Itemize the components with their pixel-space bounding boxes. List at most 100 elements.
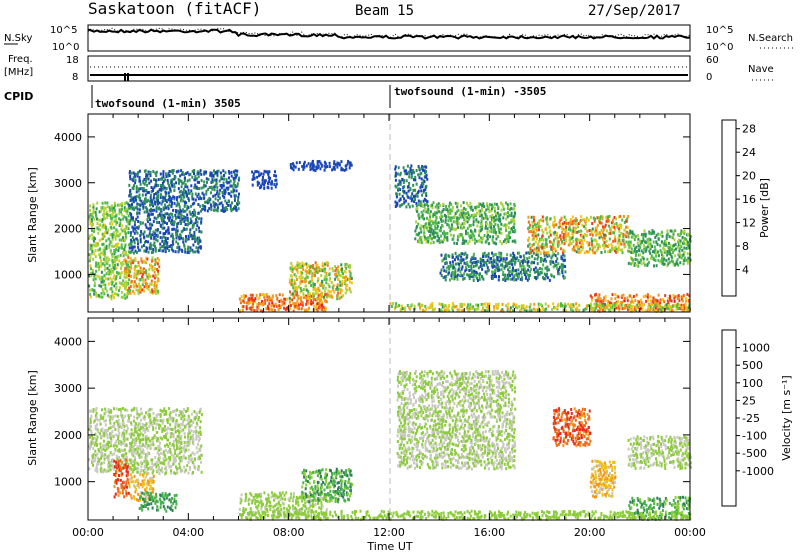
heatmap-cell [561, 240, 563, 243]
heatmap-cell [101, 408, 103, 411]
heatmap-cell [298, 266, 300, 269]
heatmap-cell [685, 306, 687, 309]
heatmap-cell [457, 226, 459, 229]
heatmap-cell [263, 294, 265, 297]
heatmap-cell [118, 272, 120, 275]
heatmap-cell [510, 278, 512, 281]
heatmap-cell [475, 271, 477, 274]
heatmap-cell [127, 210, 129, 213]
heatmap-cell [586, 217, 588, 220]
heatmap-cell [474, 213, 476, 216]
heatmap-cell [123, 254, 125, 257]
heatmap-cell [164, 221, 166, 224]
heatmap-cell [136, 270, 138, 273]
heatmap-cell [677, 303, 679, 306]
heatmap-cell [554, 247, 556, 250]
heatmap-cell [487, 259, 489, 262]
heatmap-cell [630, 309, 632, 312]
heatmap-cell [594, 251, 596, 254]
heatmap-cell [469, 277, 471, 280]
heatmap-cell [528, 256, 530, 259]
heatmap-cell [124, 408, 126, 411]
heatmap-cell [524, 260, 526, 263]
heatmap-cell [93, 408, 95, 411]
heatmap-cell [198, 217, 200, 220]
heatmap-cell [531, 216, 533, 219]
heatmap-cell [578, 304, 580, 307]
heatmap-cell [223, 174, 225, 177]
heatmap-cell [564, 216, 566, 219]
heatmap-cell [294, 279, 296, 282]
heatmap-cell [305, 285, 307, 288]
heatmap-cell [96, 207, 98, 210]
heatmap-cell [671, 230, 673, 233]
heatmap-cell [112, 271, 114, 274]
heatmap-cell [411, 192, 413, 195]
heatmap-cell [451, 216, 453, 219]
heatmap-cell [635, 246, 637, 249]
heatmap-cell [128, 420, 130, 423]
heatmap-cell [391, 305, 393, 308]
heatmap-cell [486, 264, 488, 267]
heatmap-cell [289, 297, 291, 300]
heatmap-cell [618, 239, 620, 242]
heatmap-cell [528, 221, 530, 224]
heatmap-cell [325, 166, 327, 169]
heatmap-cell [498, 278, 500, 281]
heatmap-cell [454, 258, 456, 261]
freq-frame [88, 56, 690, 81]
heatmap-cell [441, 215, 443, 218]
heatmap-cell [526, 257, 528, 260]
heatmap-cell [546, 232, 548, 235]
heatmap-cell [331, 295, 333, 298]
heatmap-cell [132, 179, 134, 182]
heatmap-cell [110, 451, 112, 454]
heatmap-cell [440, 309, 442, 312]
heatmap-cell [136, 206, 138, 209]
heatmap-cell [155, 275, 157, 278]
heatmap-cell [648, 303, 650, 306]
heatmap-cell [479, 213, 481, 216]
cpid-row: CPID twofsound (1-min) 3505 twofsound (1… [4, 85, 546, 110]
heatmap-cell [317, 287, 319, 290]
heatmap-cell [291, 279, 293, 282]
heatmap-cell [589, 247, 591, 250]
heatmap-cell [267, 307, 269, 310]
heatmap-cell [436, 211, 438, 214]
heatmap-cell [487, 234, 489, 237]
heatmap-cell [398, 187, 400, 190]
heatmap-cell [194, 250, 196, 253]
heatmap-cell [182, 208, 184, 211]
heatmap-cell [426, 226, 428, 229]
heatmap-cell [106, 202, 108, 205]
heatmap-cell [141, 245, 143, 248]
heatmap-cell [176, 226, 178, 229]
heatmap-cell [672, 260, 674, 263]
heatmap-cell [114, 428, 116, 431]
heatmap-cell [106, 245, 108, 248]
heatmap-cell [437, 225, 439, 228]
heatmap-cell [250, 294, 252, 297]
heatmap-cell [475, 257, 477, 260]
heatmap-cell [655, 298, 657, 301]
heatmap-cell [481, 214, 483, 217]
heatmap-cell [176, 246, 178, 249]
heatmap-cell [275, 303, 277, 306]
heatmap-cell [153, 209, 155, 212]
heatmap-cell [90, 244, 92, 247]
heatmap-cell [420, 227, 422, 230]
nave-tick-top: 60 [706, 55, 719, 66]
heatmap-cell [108, 283, 110, 286]
heatmap-cell [489, 235, 491, 238]
heatmap-cell [282, 302, 284, 305]
heatmap-cell [630, 304, 632, 307]
heatmap-cell [401, 203, 403, 206]
heatmap-cell [305, 280, 307, 283]
heatmap-cell [313, 268, 315, 271]
heatmap-cell [295, 275, 297, 278]
heatmap-cell [342, 294, 344, 297]
heatmap-cell [167, 226, 169, 229]
heatmap-cell [533, 268, 535, 271]
heatmap-cell [665, 240, 667, 243]
heatmap-cell [529, 306, 531, 309]
